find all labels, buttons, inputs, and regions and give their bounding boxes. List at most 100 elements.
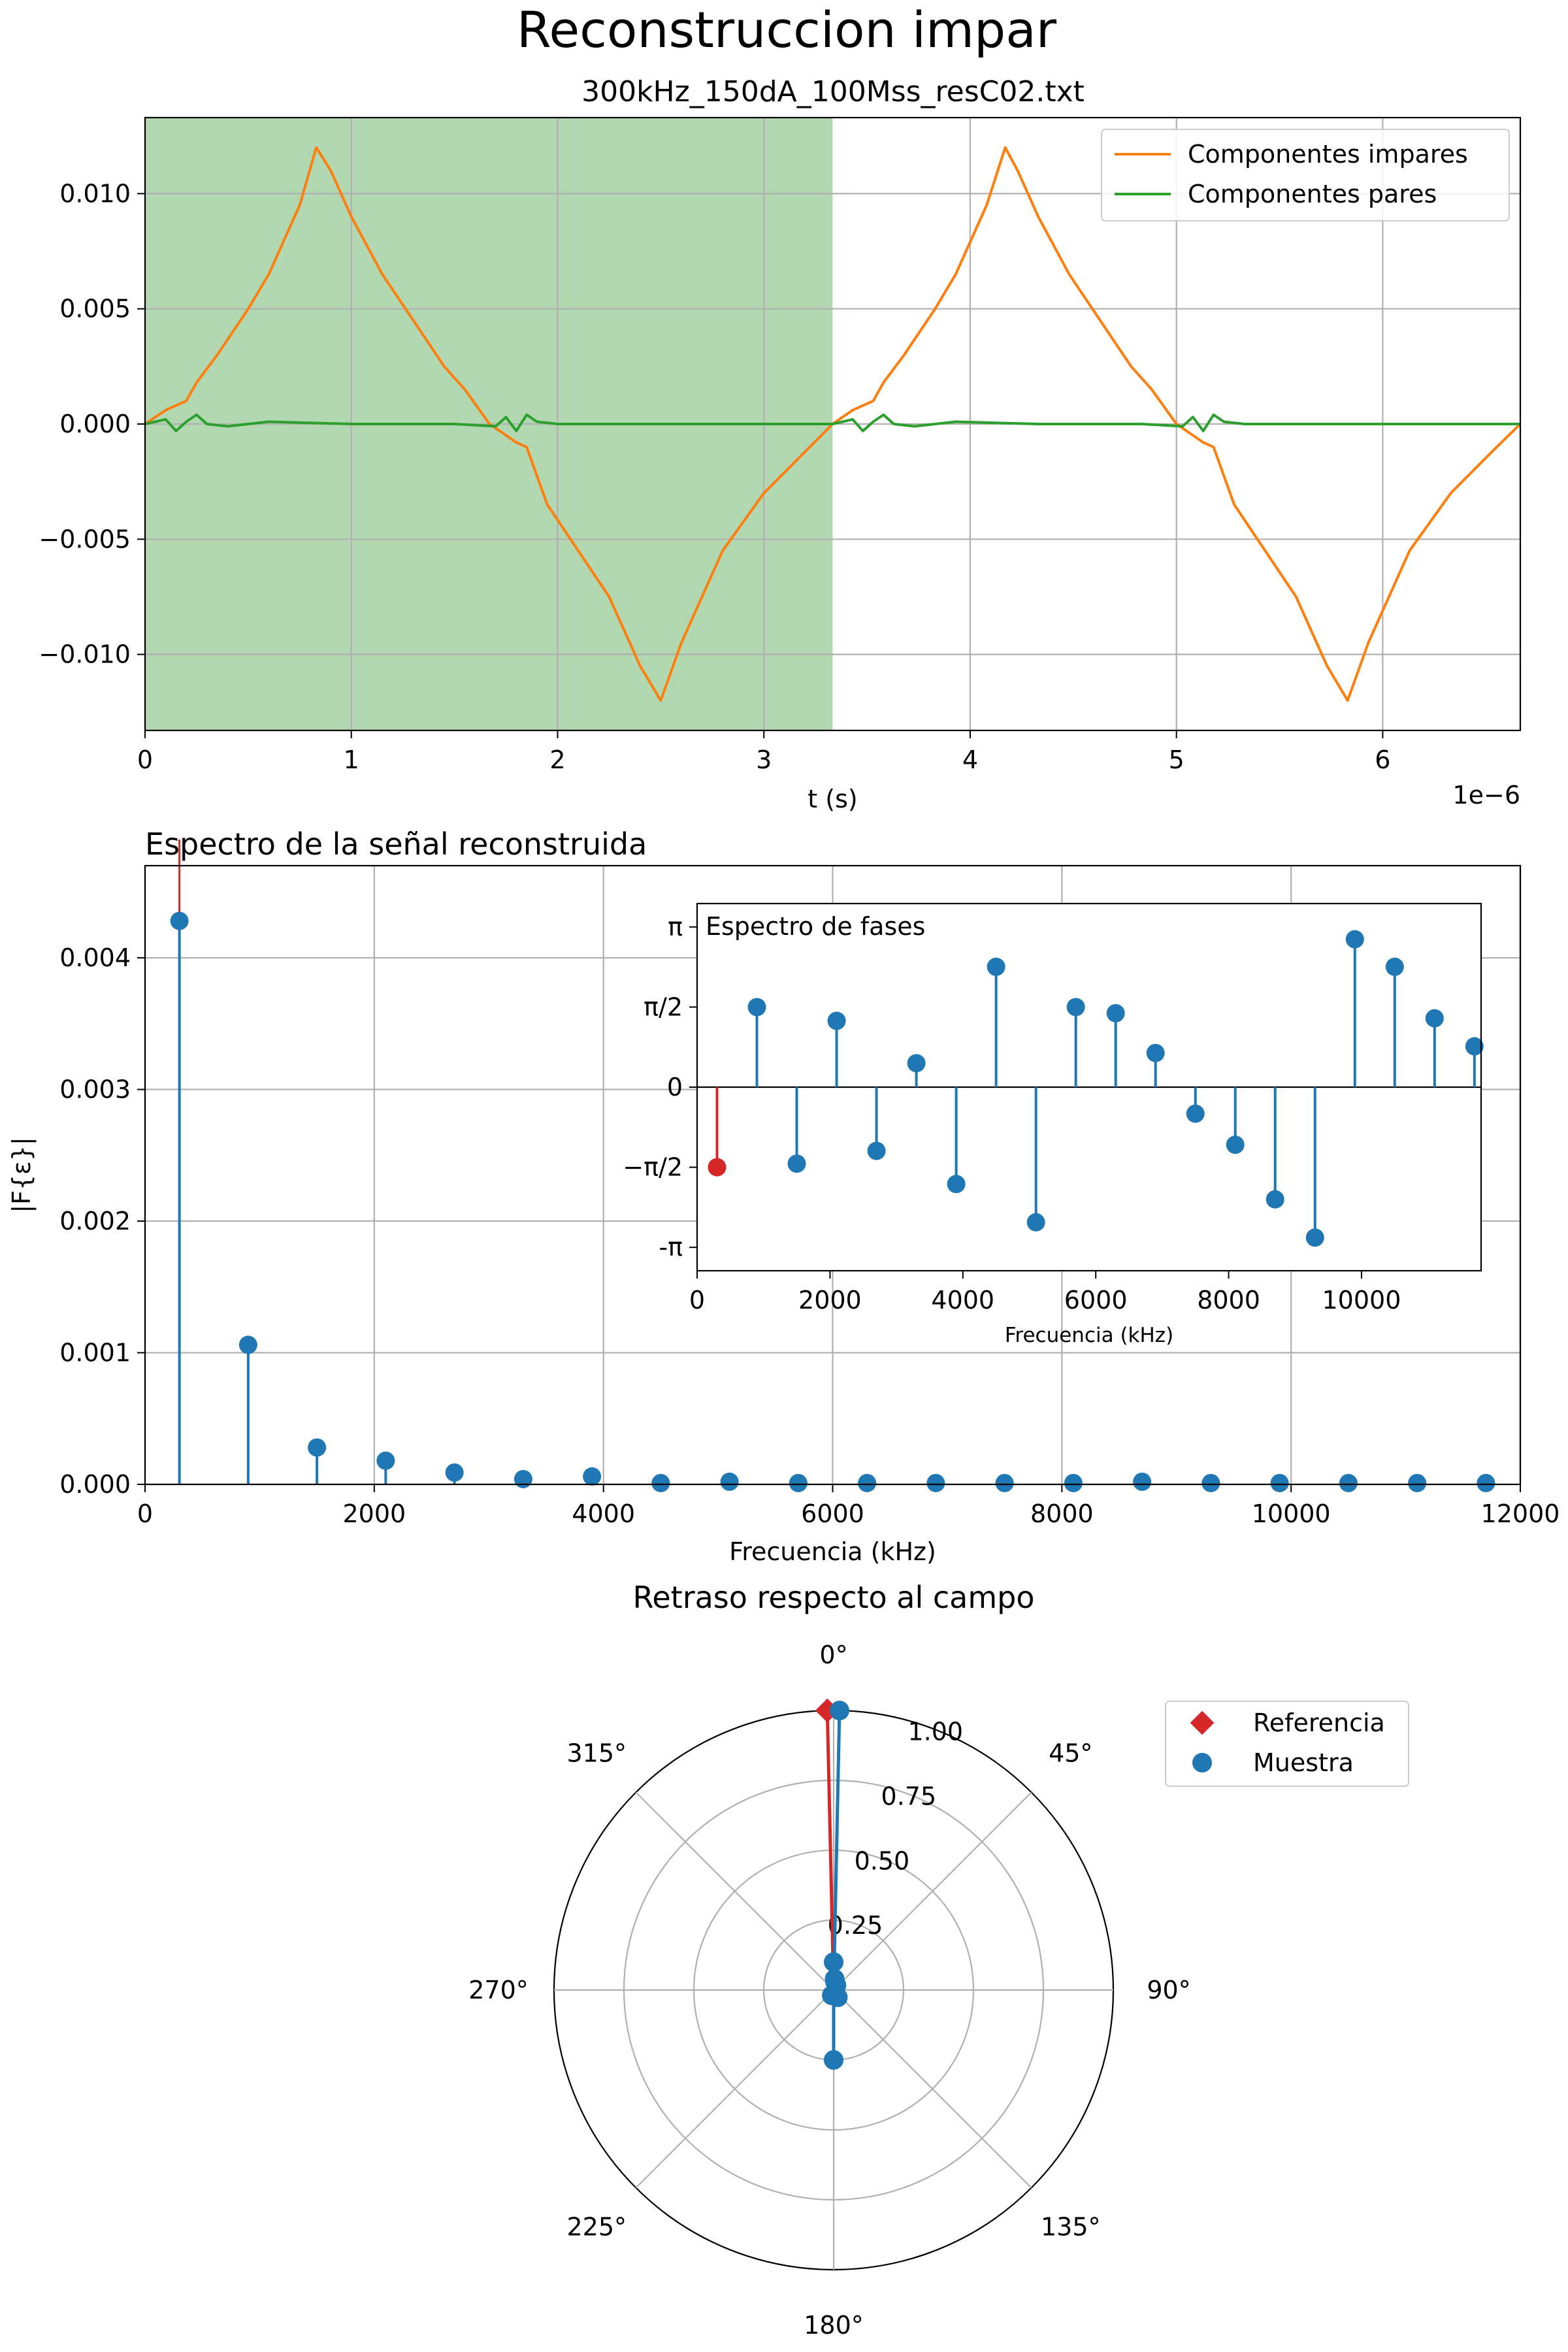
panel-title: Espectro de la señal reconstruida bbox=[145, 826, 647, 862]
stem-marker bbox=[1146, 1043, 1165, 1062]
polar-marker bbox=[829, 1701, 849, 1721]
legend: Referencia Muestra bbox=[1165, 1701, 1409, 1787]
stem-marker bbox=[787, 1154, 806, 1173]
x-tick-label: 8000 bbox=[1030, 1499, 1094, 1528]
polar-plot: 0°45°90°135°180°225°270°315°0.250.500.75… bbox=[468, 1580, 1409, 2340]
legend-swatch bbox=[1192, 1753, 1212, 1772]
x-axis-label: Frecuencia (kHz) bbox=[1005, 1324, 1173, 1347]
polar-vector bbox=[825, 1710, 836, 1991]
stem-marker bbox=[1477, 1473, 1495, 1492]
stem-marker bbox=[907, 1054, 926, 1073]
panel-title: Retraso respecto al campo bbox=[632, 1580, 1034, 1615]
y-tick-label: 0.004 bbox=[59, 943, 131, 972]
stem-marker bbox=[947, 1175, 966, 1194]
stem-marker bbox=[445, 1463, 464, 1482]
y-tick-label: −0.005 bbox=[39, 525, 131, 553]
stem-marker bbox=[238, 1335, 257, 1354]
x-tick-label: 8000 bbox=[1197, 1286, 1260, 1315]
angle-tick-label: 315° bbox=[566, 1739, 627, 1767]
legend-box bbox=[1101, 129, 1510, 221]
x-tick-label: 2 bbox=[549, 745, 565, 774]
stem-marker bbox=[1465, 1037, 1484, 1056]
figure-title: Reconstruccion impar bbox=[517, 1, 1057, 59]
legend: Componentes impares Componentes pares bbox=[1101, 129, 1510, 221]
stem-marker bbox=[1066, 998, 1085, 1017]
stem-marker bbox=[1385, 957, 1404, 976]
x-tick-label: 10000 bbox=[1322, 1286, 1401, 1315]
stem-marker bbox=[651, 1473, 670, 1492]
stem-marker bbox=[1305, 1228, 1324, 1247]
x-tick-label: 2000 bbox=[798, 1286, 862, 1315]
axes-frame bbox=[144, 864, 1522, 1486]
stem-marker bbox=[747, 998, 766, 1017]
legend-label: Muestra bbox=[1253, 1748, 1354, 1777]
y-tick-label: −0.010 bbox=[39, 640, 131, 669]
angle-tick-label: 45° bbox=[1049, 1739, 1092, 1767]
y-tick-label: -π bbox=[659, 1233, 683, 1262]
radius-tick-label: 0.75 bbox=[881, 1782, 937, 1810]
angle-tick-label: 135° bbox=[1041, 2213, 1101, 2242]
angle-tick-label: 0° bbox=[819, 1641, 847, 1669]
radius-tick-label: 1.00 bbox=[907, 1718, 963, 1746]
stem-marker bbox=[376, 1451, 395, 1470]
axes-frame bbox=[144, 116, 1522, 732]
stem-marker bbox=[308, 1438, 327, 1457]
magnitude-plot: 0 2000 4000 6000 8000 10000 12000 0.000 0.001 0.0… bbox=[7, 826, 1560, 1566]
legend-label: Componentes impares bbox=[1188, 140, 1468, 169]
x-tick-label: 4 bbox=[962, 745, 978, 774]
stem-marker bbox=[789, 1473, 808, 1492]
y-tick-label: 0 bbox=[667, 1073, 683, 1102]
angle-tick-label: 225° bbox=[566, 2213, 627, 2242]
stem-marker bbox=[1201, 1473, 1220, 1492]
stem-marker bbox=[1226, 1135, 1245, 1154]
stem-marker bbox=[1106, 1004, 1125, 1022]
stem-marker bbox=[926, 1473, 945, 1492]
x-tick-label: 10000 bbox=[1252, 1499, 1331, 1528]
x-tick-label: 4000 bbox=[931, 1286, 994, 1315]
series-line bbox=[144, 413, 1520, 433]
y-tick-label: 0.000 bbox=[59, 1470, 131, 1499]
radius-tick-label: 0.50 bbox=[855, 1846, 910, 1875]
phase-inset: 0 2000 4000 6000 8000 10000 π π/2 0 −π/2 -π Espectr… bbox=[623, 902, 1484, 1347]
time-plot: 0 1 2 3 4 5 6 −0.010 −0.005 0.000 0.005 0.010 t (s) 1… bbox=[39, 116, 1522, 813]
x-tick-label: 2000 bbox=[342, 1499, 406, 1528]
stem-marker bbox=[1133, 1472, 1152, 1491]
stem-marker bbox=[1345, 930, 1364, 949]
stem-marker bbox=[720, 1472, 739, 1491]
y-tick-label: 0.005 bbox=[59, 295, 131, 323]
stem-marker bbox=[1425, 1009, 1444, 1028]
x-offset-label: 1e−6 bbox=[1452, 781, 1520, 809]
inset-title: Espectro de fases bbox=[706, 912, 925, 941]
figure-subtitle: 300kHz_150dA_100Mss_resC02.txt bbox=[581, 75, 1085, 108]
y-tick-label: 0.010 bbox=[59, 179, 131, 208]
angle-tick-label: 180° bbox=[804, 2311, 864, 2340]
x-tick-label: 0 bbox=[137, 745, 153, 774]
legend-label: Referencia bbox=[1253, 1708, 1385, 1737]
x-tick-label: 1 bbox=[344, 745, 359, 774]
y-tick-label: 0.003 bbox=[59, 1075, 131, 1104]
x-tick-label: 6 bbox=[1375, 745, 1390, 774]
x-tick-label: 6000 bbox=[801, 1499, 864, 1528]
stem-marker bbox=[514, 1469, 532, 1488]
stem-marker bbox=[583, 1467, 602, 1486]
stem-marker bbox=[858, 1473, 877, 1492]
polar-marker bbox=[824, 2050, 843, 2070]
stem-marker bbox=[1026, 1213, 1045, 1232]
stem-marker bbox=[867, 1141, 886, 1160]
y-tick-label: π/2 bbox=[644, 992, 683, 1021]
legend-swatch bbox=[1190, 1710, 1215, 1735]
stem-marker bbox=[1270, 1473, 1289, 1492]
x-tick-label: 5 bbox=[1169, 745, 1184, 774]
angular-gridline bbox=[833, 1791, 1032, 1991]
y-tick-label: 0.000 bbox=[59, 410, 131, 438]
angular-gridline bbox=[635, 1791, 834, 1991]
polar-marker bbox=[824, 1952, 843, 1972]
y-tick-label: −π/2 bbox=[623, 1153, 683, 1182]
x-tick-label: 12000 bbox=[1481, 1499, 1560, 1528]
x-tick-label: 6000 bbox=[1064, 1286, 1128, 1315]
x-axis-label: Frecuencia (kHz) bbox=[729, 1537, 936, 1566]
legend-label: Componentes pares bbox=[1188, 180, 1437, 208]
stem-marker bbox=[1408, 1473, 1427, 1492]
polar-marker bbox=[828, 1987, 848, 2008]
